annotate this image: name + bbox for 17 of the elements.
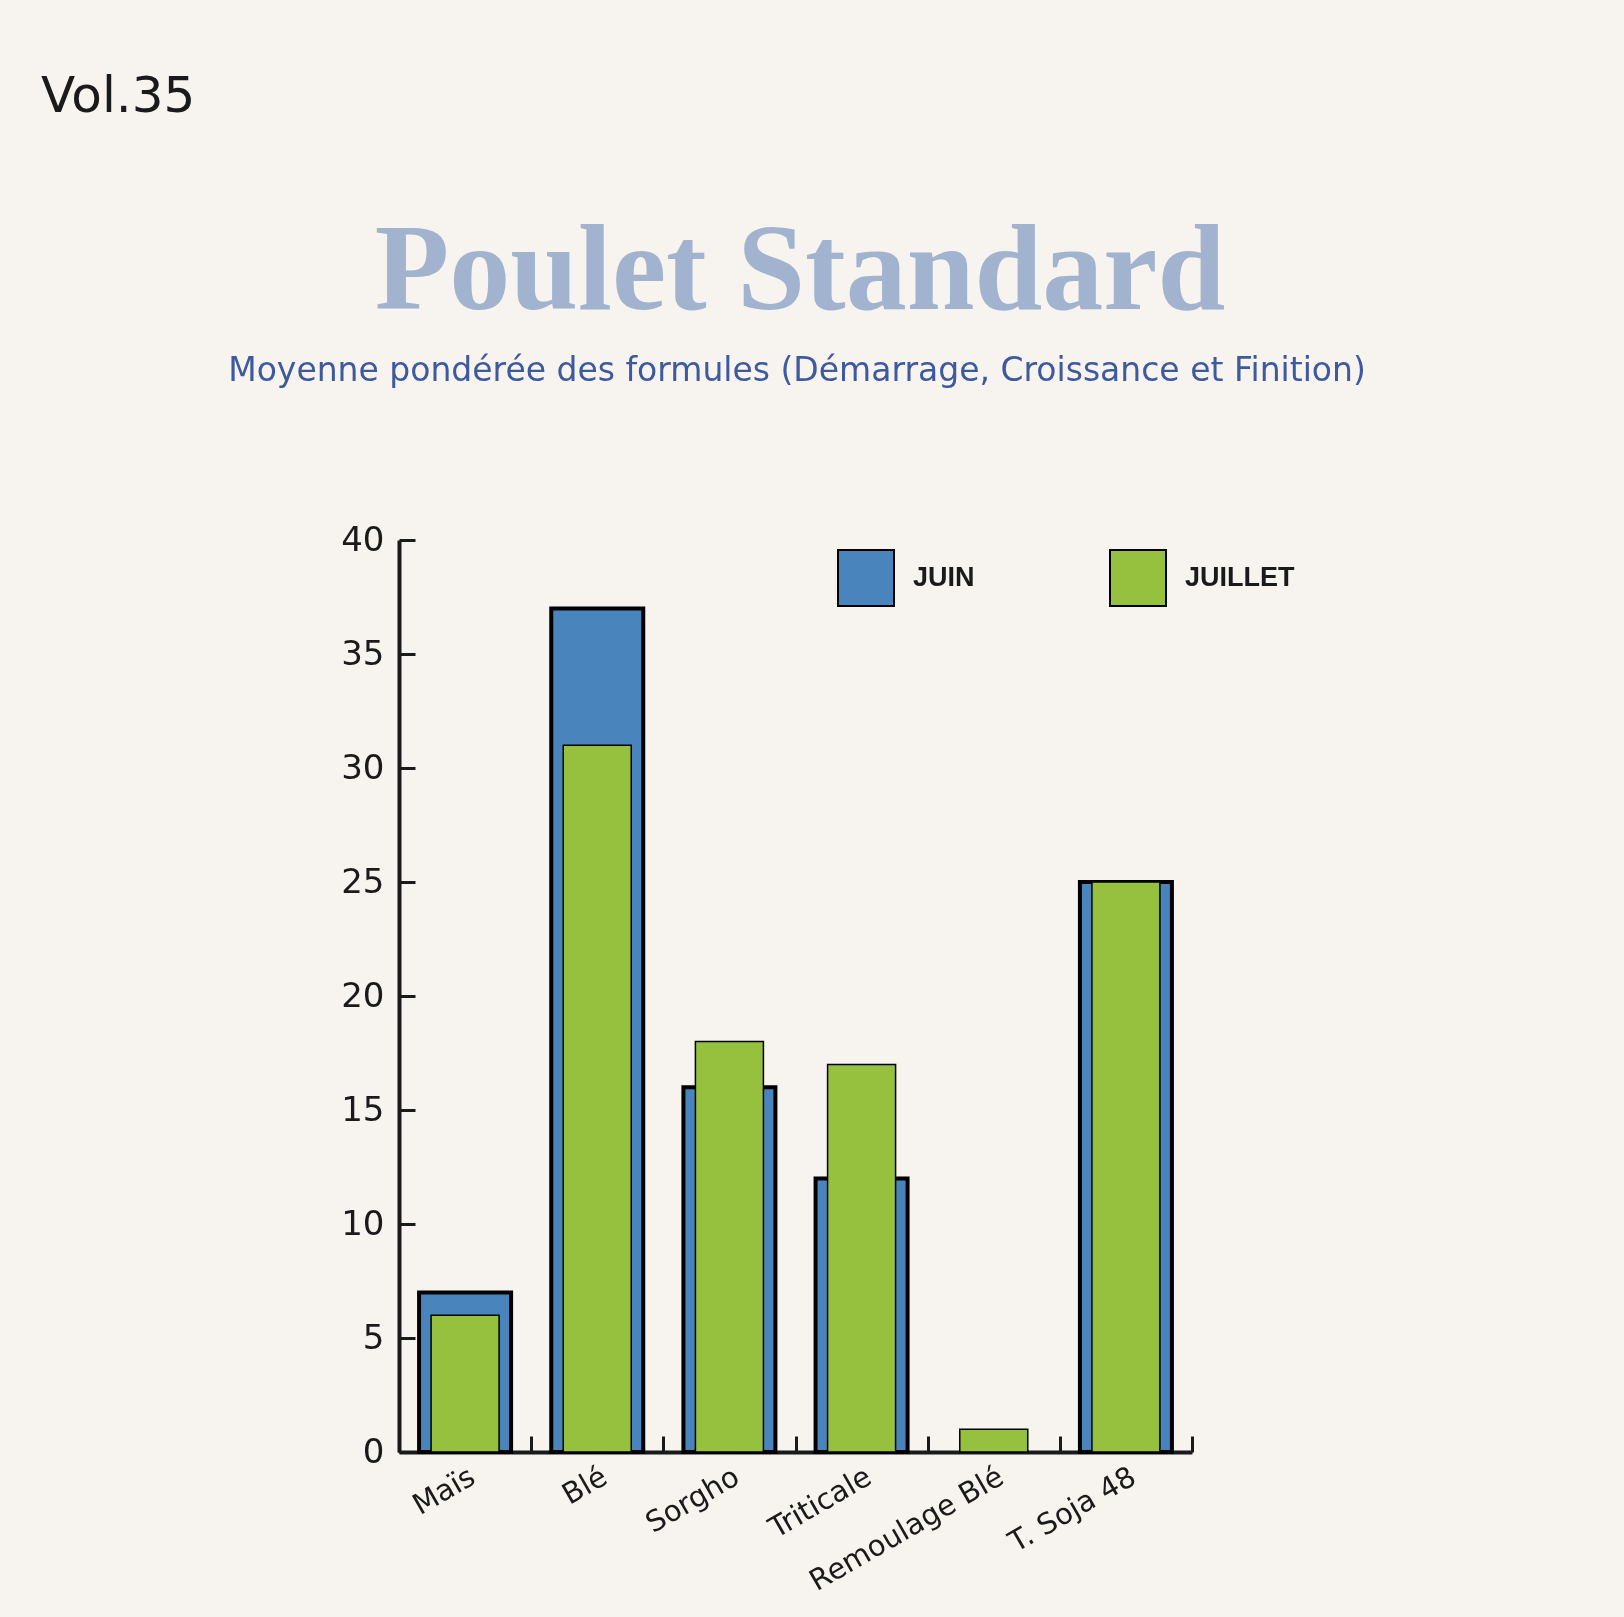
y-tick-label: 20 [341,974,385,1015]
y-tick-label: 35 [341,632,385,673]
y-tick-label: 10 [341,1202,385,1243]
y-tick-label: 0 [362,1430,385,1471]
legend-label: JUILLET [1185,562,1296,592]
bar [959,1428,1029,1453]
y-tick-label: 15 [341,1088,385,1129]
x-tick-label: Blé [556,1459,613,1512]
y-tick-label: 5 [362,1316,385,1357]
x-tick-label: Maïs [406,1459,481,1522]
chart-subtitle: Moyenne pondérée des formules (Démarrage, Croissance et Finition) [228,350,1366,389]
y-tick-label: 30 [341,746,385,787]
chart-title: Poulet Standard [374,200,1226,335]
legend-label: JUIN [913,562,975,592]
y-tick-label: 25 [341,860,385,901]
text: Vol.35 [41,66,196,124]
y-tick-label: 40 [341,518,385,559]
